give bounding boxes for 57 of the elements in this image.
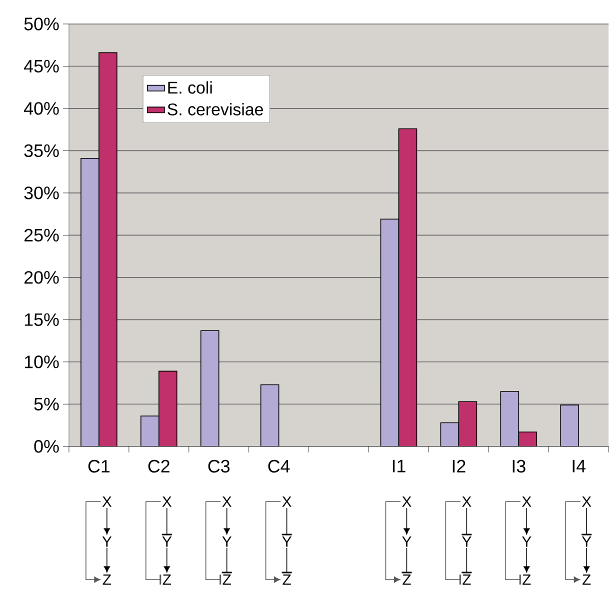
- bar: [458, 401, 478, 447]
- y-tick-label: 20%: [24, 271, 59, 284]
- y-tick-label: 50%: [24, 18, 59, 31]
- x-tick-label: C3: [208, 460, 230, 473]
- bar: [80, 158, 100, 447]
- text: X: [102, 496, 112, 507]
- text: Z: [102, 574, 112, 585]
- bar: [398, 128, 418, 447]
- y-tick-label: 15%: [24, 314, 59, 326]
- x-tick-label: I4: [572, 460, 586, 472]
- bar: [260, 384, 280, 447]
- text: Z: [462, 574, 471, 585]
- y-tick-label: 30%: [24, 186, 59, 200]
- y-tick-label: 40%: [24, 102, 59, 115]
- x-tick-label: C4: [268, 460, 290, 473]
- legend-label: S. cerevisiae: [168, 103, 263, 116]
- bar: [98, 52, 118, 447]
- bar: [560, 404, 580, 447]
- text: Y: [102, 536, 112, 547]
- text: X: [222, 496, 232, 507]
- text: Z: [222, 574, 231, 585]
- text: Y: [402, 536, 412, 547]
- y-tick-label: 45%: [24, 60, 59, 73]
- text: Z: [402, 574, 411, 585]
- text: X: [582, 496, 592, 507]
- text: Y: [162, 536, 172, 547]
- text: Z: [282, 574, 291, 585]
- bar: [158, 371, 178, 447]
- text: Y: [222, 536, 232, 547]
- text: X: [462, 496, 472, 507]
- bar: [500, 391, 520, 447]
- y-tick-label: 0%: [34, 440, 59, 453]
- text: X: [522, 496, 532, 507]
- y-tick-label: 35%: [24, 144, 59, 158]
- bar: [440, 422, 460, 447]
- bar: [140, 416, 160, 447]
- x-tick-label: I1: [392, 460, 406, 472]
- text: Y: [282, 536, 292, 547]
- y-tick-label: 5%: [34, 398, 59, 411]
- text: X: [282, 496, 292, 507]
- bar: [200, 330, 220, 447]
- text: Z: [582, 574, 591, 585]
- legend-label: E. coli: [168, 81, 212, 94]
- text: X: [162, 496, 172, 507]
- x-tick-label: I2: [452, 460, 466, 473]
- x-tick-label: I3: [512, 460, 526, 473]
- text: Y: [462, 536, 472, 547]
- text: Z: [162, 574, 171, 585]
- text: Y: [582, 536, 592, 547]
- text: X: [402, 496, 412, 507]
- bar: [380, 218, 400, 447]
- y-tick-label: 10%: [24, 356, 59, 368]
- x-tick-label: C1: [88, 460, 110, 473]
- x-tick-label: C2: [148, 460, 170, 473]
- text: Z: [522, 574, 531, 585]
- text: Y: [522, 536, 532, 547]
- y-tick-label: 25%: [24, 229, 59, 242]
